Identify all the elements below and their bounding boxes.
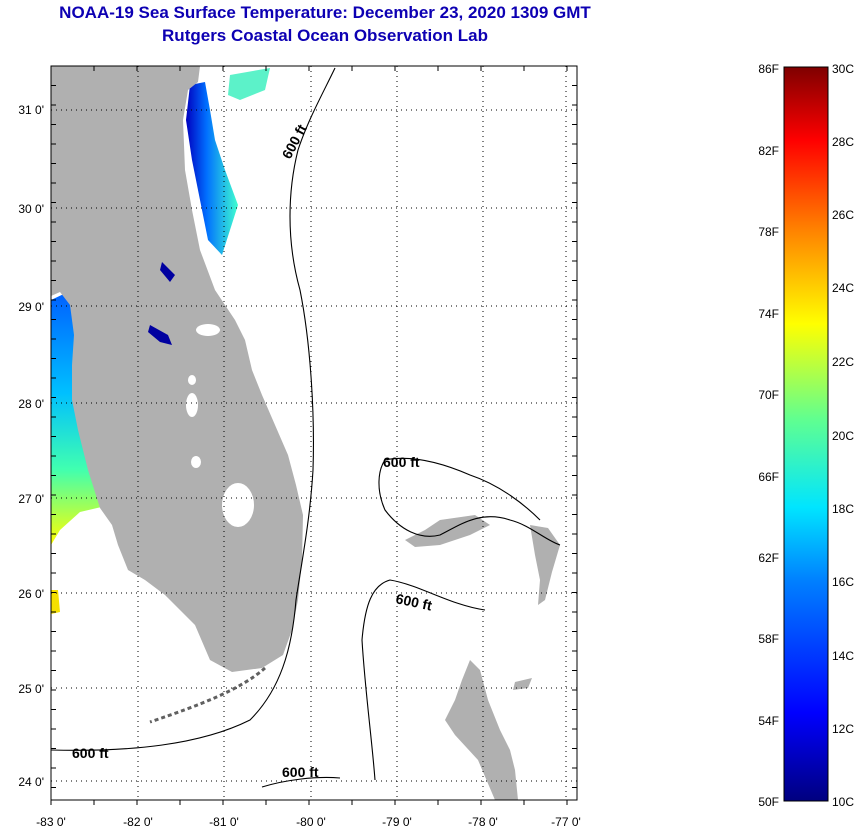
colorbar-c-label: 16C	[832, 575, 854, 589]
inland-lake	[188, 375, 196, 385]
colorbar-c-label: 26C	[832, 208, 854, 222]
florida-keys	[149, 666, 266, 724]
map-border	[50, 65, 578, 801]
lat-label: 24 0'	[18, 775, 44, 789]
lake-okeechobee	[222, 483, 254, 527]
abaco	[530, 525, 560, 605]
colorbar-f-label: 74F	[758, 307, 779, 321]
lon-label: -77 0'	[551, 815, 581, 829]
bahamas-cay	[513, 678, 532, 690]
contour-label: 600 ft	[383, 454, 420, 470]
colorbar-f-label: 54F	[758, 714, 779, 728]
colorbar-f-label: 70F	[758, 388, 779, 402]
lat-label: 29 0'	[18, 300, 44, 314]
inland-lake	[191, 456, 201, 468]
colorbar-f-label: 78F	[758, 225, 779, 239]
colorbar-f-label: 82F	[758, 144, 779, 158]
colorbar-c-label: 30C	[832, 62, 854, 76]
colorbar-c-label: 14C	[832, 649, 854, 663]
map-subtitle: Rutgers Coastal Ocean Observation Lab	[162, 26, 488, 45]
colorbar-c-label: 24C	[832, 281, 854, 295]
lat-label: 28 0'	[18, 397, 44, 411]
andros	[445, 660, 518, 800]
lat-label: 27 0'	[18, 492, 44, 506]
inland-lake	[196, 324, 220, 336]
colorbar-c-label: 18C	[832, 502, 854, 516]
cold-river	[148, 325, 172, 345]
contour-600ft-bahama-bank	[378, 459, 561, 546]
lat-label: 26 0'	[18, 587, 44, 601]
lat-label: 30 0'	[18, 202, 44, 216]
colorbar-c-label: 10C	[832, 795, 854, 809]
colorbar-f-label: 58F	[758, 632, 779, 646]
atlantic-sst-north	[228, 68, 270, 100]
contour-label: 600 ft	[282, 764, 319, 780]
colorbar	[783, 66, 829, 802]
gulf-sst-patch	[51, 590, 60, 614]
lon-label: -81 0'	[209, 815, 239, 829]
contour-600ft-tongue	[361, 579, 486, 781]
inland-lake	[186, 393, 198, 417]
colorbar-c-label: 28C	[832, 135, 854, 149]
colorbar-f-label: 66F	[758, 470, 779, 484]
contour-600ft-east	[50, 67, 336, 751]
contour-label: 600 ft	[394, 590, 433, 613]
cold-river	[160, 262, 175, 282]
colorbar-c-label: 22C	[832, 355, 854, 369]
colorbar-f-label: 50F	[758, 795, 779, 809]
map-title: NOAA-19 Sea Surface Temperature: Decembe…	[59, 3, 591, 22]
contour-600ft-bahama-top	[384, 457, 541, 521]
lat-label: 31 0'	[18, 103, 44, 117]
contour-label: 600 ft	[72, 745, 109, 761]
lon-label: -78 0'	[468, 815, 498, 829]
colorbar-f-label: 86F	[758, 62, 779, 76]
lon-label: -83 0'	[36, 815, 66, 829]
lon-label: -82 0'	[123, 815, 153, 829]
graticule	[50, 65, 577, 805]
atlantic-sst-band	[186, 82, 238, 255]
lat-label: 25 0'	[18, 682, 44, 696]
lon-label: -79 0'	[382, 815, 412, 829]
colorbar-f-label: 62F	[758, 551, 779, 565]
lon-label: -80 0'	[296, 815, 326, 829]
colorbar-c-label: 12C	[832, 722, 854, 736]
contour-600ft-lower	[261, 776, 341, 788]
colorbar-c-label: 20C	[832, 429, 854, 443]
